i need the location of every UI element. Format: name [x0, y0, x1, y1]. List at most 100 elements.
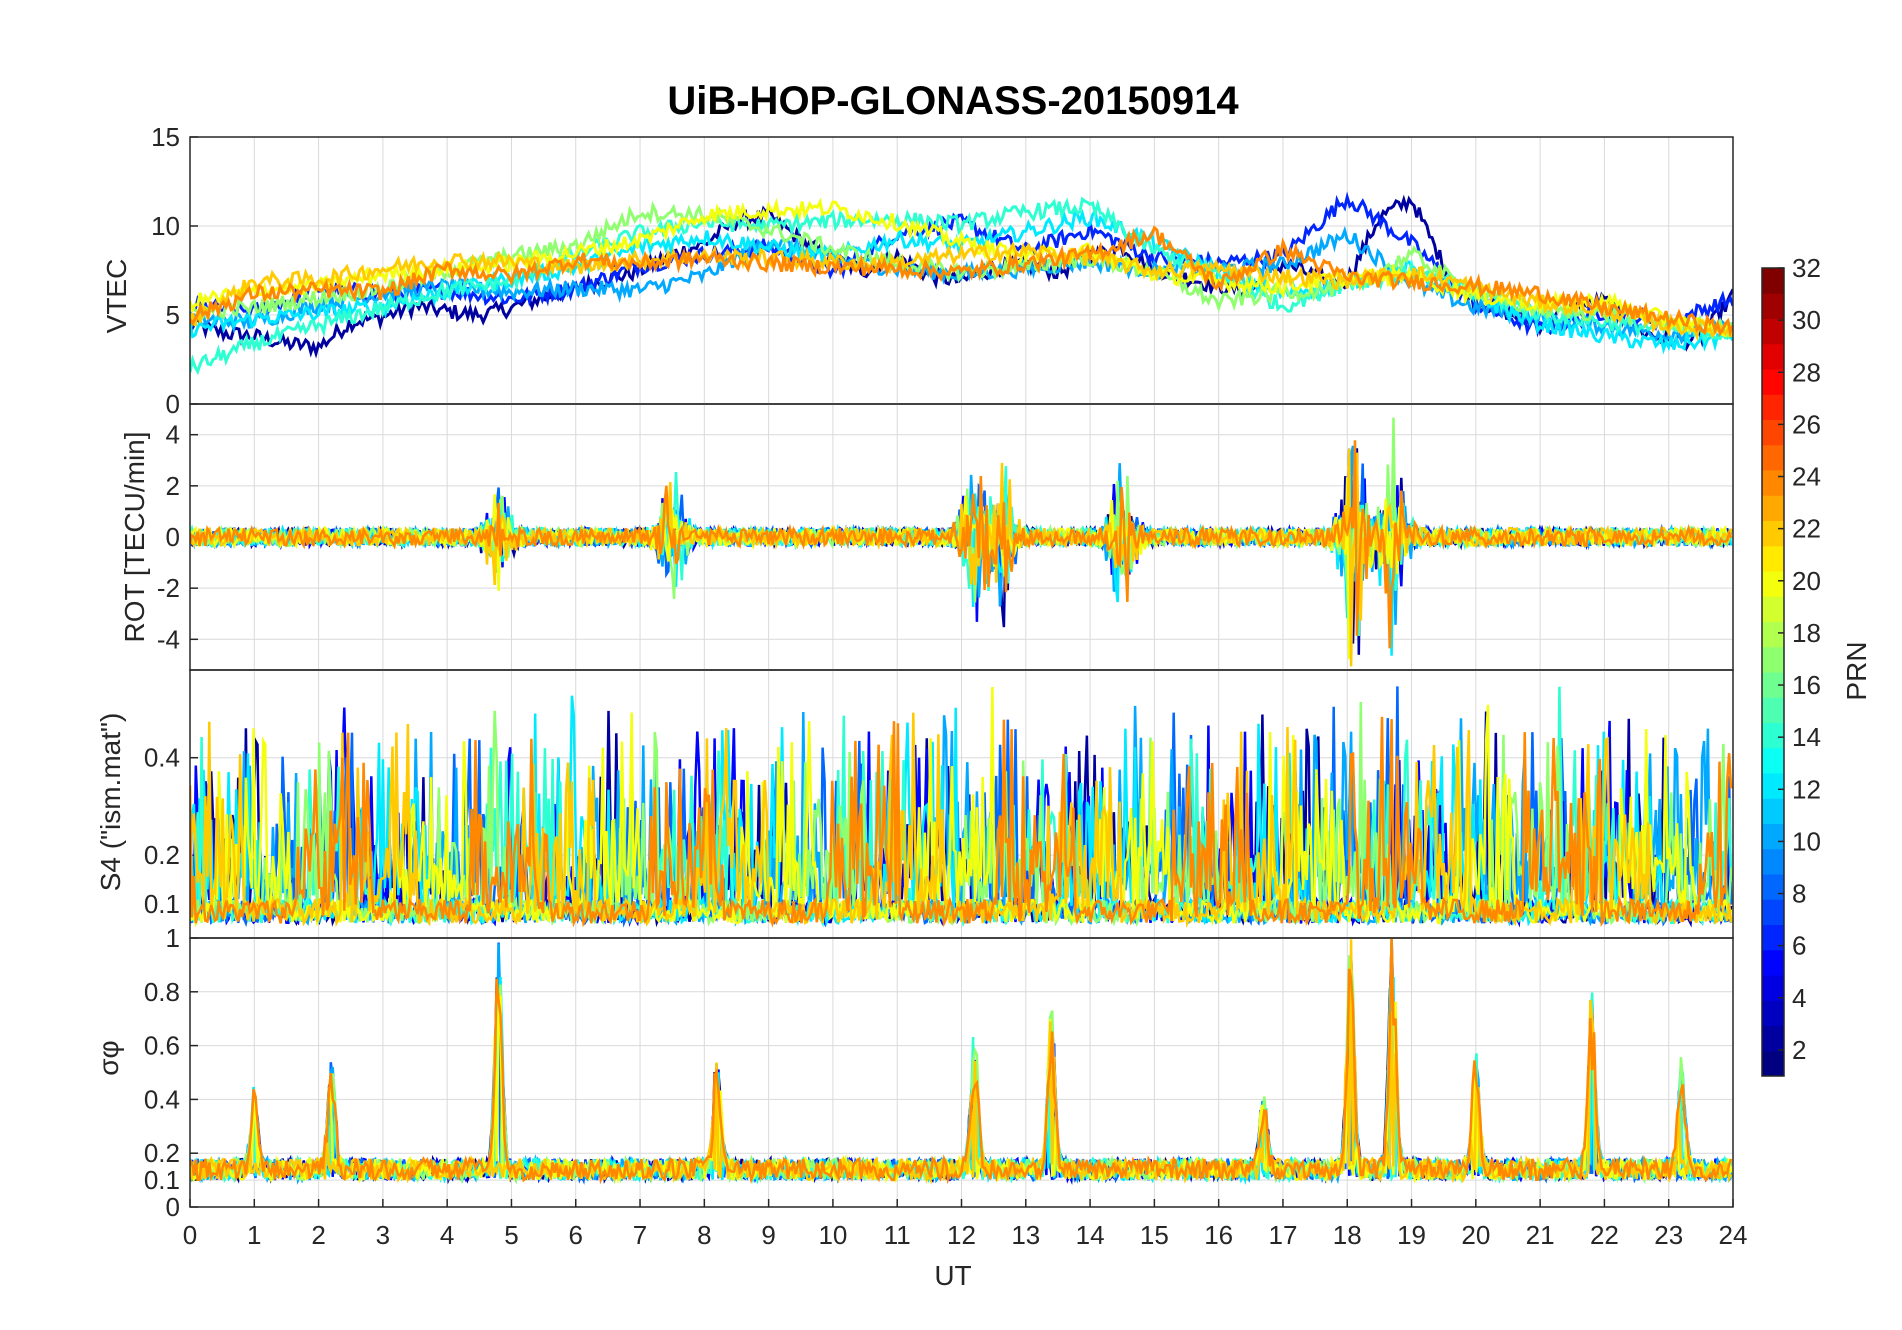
x-tick-label: 7 [633, 1220, 647, 1250]
colorbar-swatch [1762, 646, 1784, 673]
y-tick-label: 0 [166, 522, 180, 552]
colorbar-tick-label: 8 [1792, 879, 1806, 909]
x-tick-label: 15 [1140, 1220, 1169, 1250]
colorbar-tick-label: 30 [1792, 305, 1821, 335]
colorbar-tick-label: 16 [1792, 670, 1821, 700]
sigma-series-prn-8 [190, 938, 1733, 1185]
colorbar-tick-label: 2 [1792, 1035, 1806, 1065]
colorbar-tick-label: 14 [1792, 722, 1821, 752]
sigma-series-prn-17 [190, 938, 1732, 1185]
rot-panel: -4 -2 0 2 4 [157, 403, 1734, 671]
colorbar-tick-label: 18 [1792, 618, 1821, 648]
sigma-phi-panel: 00.10.2 0.4 0.6 0.8 1 [144, 923, 1734, 1222]
colorbar-swatch [1762, 318, 1784, 345]
x-tick-label: 24 [1719, 1220, 1748, 1250]
colorbar-swatch [1762, 394, 1784, 420]
data-lines [190, 686, 1733, 929]
colorbar-swatch [1762, 899, 1784, 925]
y-tick-label: 4 [166, 420, 180, 450]
colorbar-swatch [1762, 1050, 1784, 1077]
x-tick-label: 3 [376, 1220, 390, 1250]
vtec-ylabel: VTEC [101, 259, 132, 334]
y-tick-label: 0.4 [144, 743, 180, 773]
data-lines [190, 191, 1733, 375]
colorbar-swatch [1762, 1000, 1784, 1026]
y-tick-label: 10 [151, 211, 180, 241]
x-tick-label: 2 [311, 1220, 325, 1250]
colorbar-swatch [1762, 596, 1784, 622]
colorbar-tick-label: 20 [1792, 566, 1821, 596]
colorbar-label: PRN [1841, 641, 1872, 700]
data-lines [190, 938, 1733, 1185]
colorbar-swatch [1762, 444, 1784, 471]
colorbar-swatch [1762, 773, 1784, 799]
sigma-series-prn-5 [190, 942, 1733, 1185]
y-tick-label: 0.1 [144, 889, 180, 919]
x-tick-label: 12 [947, 1220, 976, 1250]
colorbar-swatch [1762, 268, 1784, 294]
vtec-panel: 0 5 10 15 [151, 122, 1734, 419]
x-tick-label: 23 [1654, 1220, 1683, 1250]
colorbar-swatch [1762, 293, 1784, 319]
y-tick-label: 1 [166, 923, 180, 953]
sigma-series-prn-22 [190, 939, 1733, 1185]
y-tick-label: 5 [166, 300, 180, 330]
colorbar-tick-label: 6 [1792, 931, 1806, 961]
x-tick-label: 16 [1204, 1220, 1233, 1250]
colorbar-swatch [1762, 672, 1784, 698]
x-tick-label: 13 [1011, 1220, 1040, 1250]
sigma-series-prn-10 [190, 943, 1733, 1185]
colorbar-swatch [1762, 823, 1784, 850]
x-tick-label: 6 [569, 1220, 583, 1250]
x-tick-label: 1 [247, 1220, 261, 1250]
y-tick-label: 0.1 [144, 1165, 180, 1195]
vtec-series-prn-24 [190, 225, 1733, 338]
y-tick-label: 0 [166, 389, 180, 419]
s4-series-prn-20 [190, 686, 1733, 928]
x-tick-label: 14 [1076, 1220, 1105, 1250]
x-tick-label: 18 [1333, 1220, 1362, 1250]
x-tick-label: 11 [884, 1220, 911, 1250]
y-tick-label: 0 [166, 1192, 180, 1222]
x-tick-label: 19 [1397, 1220, 1426, 1250]
y-tick-label: 0.4 [144, 1084, 180, 1114]
s4-ylabel: S4 ("ism.mat") [95, 713, 126, 892]
colorbar-swatch [1762, 722, 1784, 749]
y-tick-label: 15 [151, 122, 180, 152]
rot-series-prn-22 [190, 448, 1733, 667]
x-tick-label: 20 [1461, 1220, 1490, 1250]
x-tick-label: 21 [1526, 1220, 1555, 1250]
colorbar-swatch [1762, 343, 1784, 370]
s4-panel: 0.1 0.2 0.4 [144, 669, 1734, 939]
x-tick-label: 4 [440, 1220, 454, 1250]
colorbar-swatch [1762, 495, 1784, 521]
x-tick-label: 8 [697, 1220, 711, 1250]
sigma-series-prn-2 [190, 955, 1733, 1185]
sigma-series-prn-12 [190, 974, 1733, 1185]
colorbar-swatch [1762, 419, 1784, 446]
colorbar-tick-label: 26 [1792, 409, 1821, 439]
x-tick-label: 9 [761, 1220, 775, 1250]
colorbar-tick-label: 24 [1792, 462, 1821, 492]
y-tick-label: 0.2 [144, 1138, 180, 1168]
rot-series-prn-24 [190, 440, 1733, 649]
x-tick-label: 22 [1590, 1220, 1619, 1250]
chart-title: UiB-HOP-GLONASS-20150914 [667, 79, 1239, 123]
colorbar-swatch [1762, 1025, 1784, 1052]
colorbar-frame [1761, 267, 1785, 1077]
colorbar-swatch [1762, 697, 1784, 723]
colorbar-swatch [1762, 949, 1784, 976]
colorbar-swatch [1762, 924, 1784, 951]
y-tick-label: 2 [166, 471, 180, 501]
colorbar-swatch [1762, 874, 1784, 900]
colorbar-tick-label: 28 [1792, 357, 1821, 387]
colorbar-tick-label: 12 [1792, 774, 1821, 804]
s4-series-prn-24 [190, 716, 1733, 928]
colorbar-swatch [1762, 571, 1784, 597]
x-tick-label: 0 [183, 1220, 197, 1250]
x-axis-ticks: 0 1 2 3 4 5 6 7 8 9 10 11 12 13 14 15 16 17 18 19 20 21 22 23 24 [183, 1199, 1748, 1250]
colorbar-tick-label: 4 [1792, 983, 1806, 1013]
colorbar-swatch [1762, 470, 1784, 496]
sigma-phi-ylabel: σφ [93, 1040, 124, 1075]
